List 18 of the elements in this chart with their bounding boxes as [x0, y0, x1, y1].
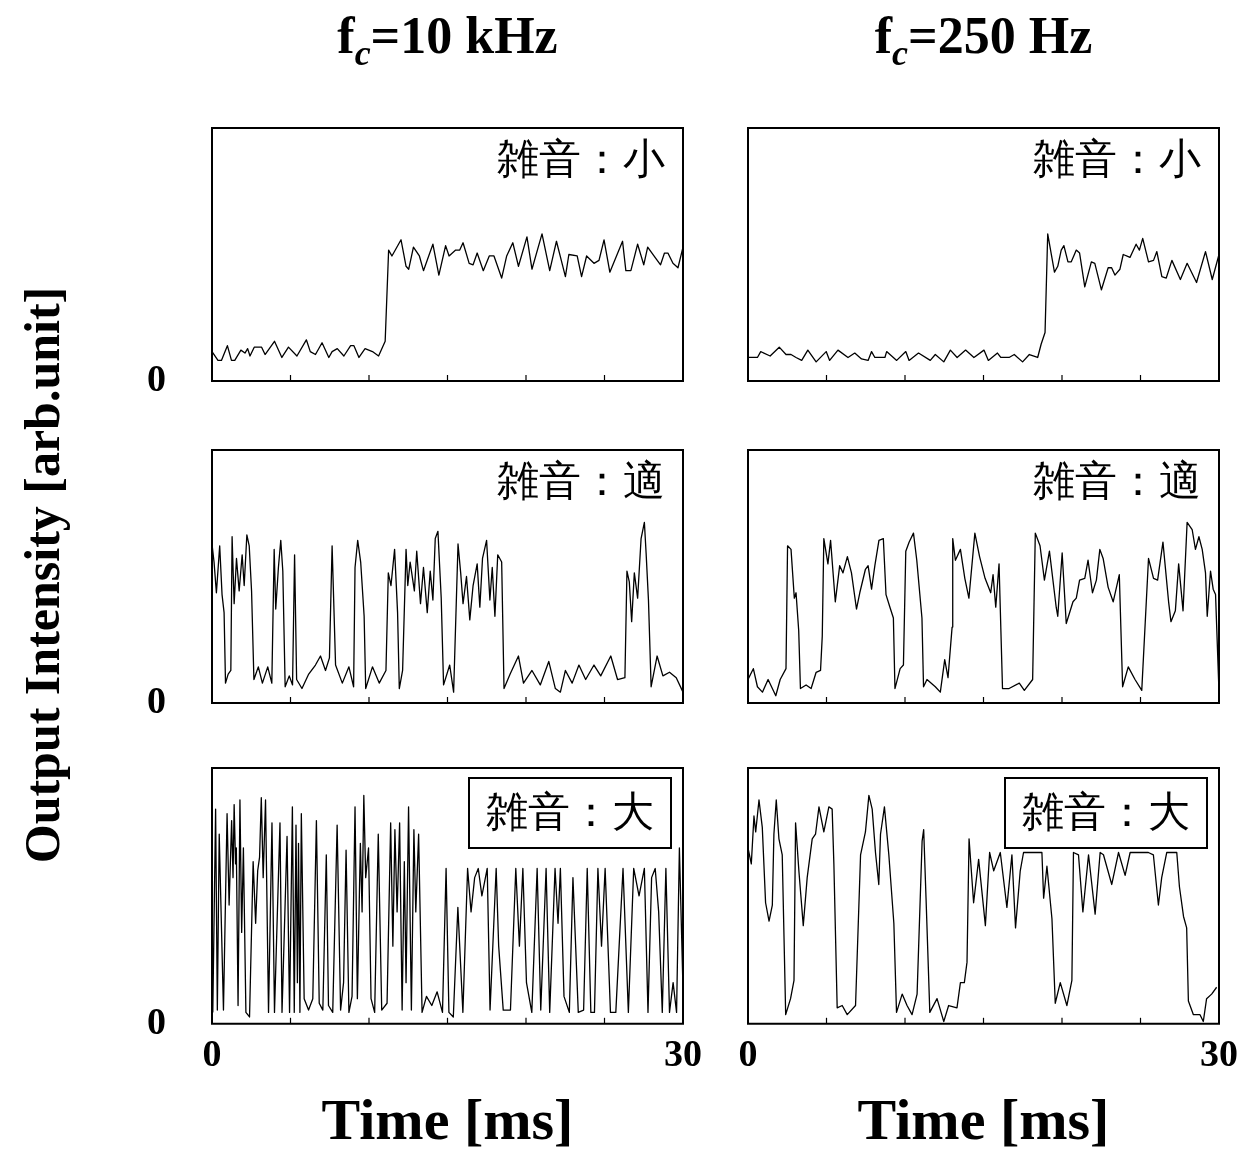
- x-tick-label: 30: [664, 1032, 702, 1075]
- chart-title: f$_{c}$=250 Hz: [873, 6, 1094, 74]
- text: 0: [147, 999, 166, 1042]
- x-tick-label: 0: [738, 1032, 758, 1075]
- x-tick-label: 0: [202, 1032, 222, 1075]
- text: 0: [147, 356, 166, 399]
- text: 雑音：適: [1033, 455, 1201, 505]
- chart-title: f$_{c}$=10 kHz: [336, 6, 559, 74]
- x-axis-title: Time [ms]: [857, 1087, 1110, 1153]
- text: 0: [147, 678, 166, 721]
- text: 雑音：小: [497, 133, 665, 183]
- y-axis-title: Output Intensity [arb.unit]: [13, 286, 71, 864]
- x-axis-title: Time [ms]: [321, 1087, 574, 1153]
- annotation: 雑音：大: [486, 786, 654, 836]
- x-tick-label: 30: [1200, 1032, 1238, 1075]
- text: 雑音：適: [497, 455, 665, 505]
- text: 雑音：小: [1033, 133, 1201, 183]
- annotation: 雑音：大: [1022, 786, 1190, 836]
